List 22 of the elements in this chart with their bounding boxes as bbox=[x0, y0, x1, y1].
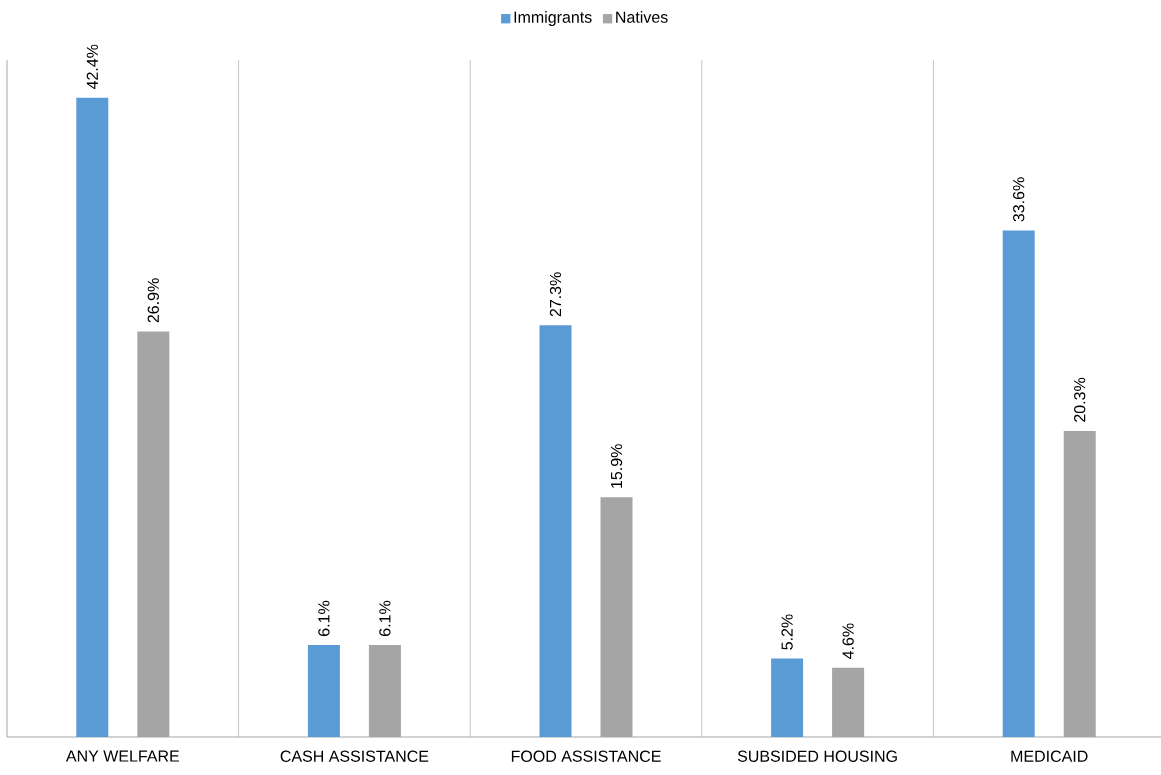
data-label: 5.2% bbox=[781, 614, 793, 650]
legend-label: Immigrants bbox=[514, 11, 592, 26]
data-label: 26.9% bbox=[147, 278, 159, 323]
data-label: 27.3% bbox=[549, 272, 562, 317]
data-label: 20.3% bbox=[1074, 377, 1086, 422]
data-label: 33.6% bbox=[1013, 177, 1025, 222]
x-tick-label: FOOD ASSISTANCE bbox=[511, 750, 661, 762]
bar bbox=[771, 658, 804, 737]
data-label: 6.1% bbox=[318, 600, 330, 636]
x-tick-label: SUBSIDED HOUSING bbox=[737, 750, 897, 762]
data-label: 6.1% bbox=[379, 600, 391, 636]
x-tick-label: ANY WELFARE bbox=[65, 750, 180, 762]
bar bbox=[1002, 230, 1035, 737]
bar bbox=[76, 97, 109, 737]
x-tick-label: CASH ASSISTANCE bbox=[280, 750, 429, 762]
data-label: 42.4% bbox=[86, 44, 98, 90]
bar bbox=[307, 645, 340, 737]
data-label: 4.6% bbox=[842, 623, 854, 659]
bar bbox=[539, 325, 572, 737]
x-tick-label: MEDICAID bbox=[1011, 750, 1088, 762]
legend-label: Natives bbox=[616, 11, 668, 23]
data-label: 15.9% bbox=[610, 444, 623, 488]
